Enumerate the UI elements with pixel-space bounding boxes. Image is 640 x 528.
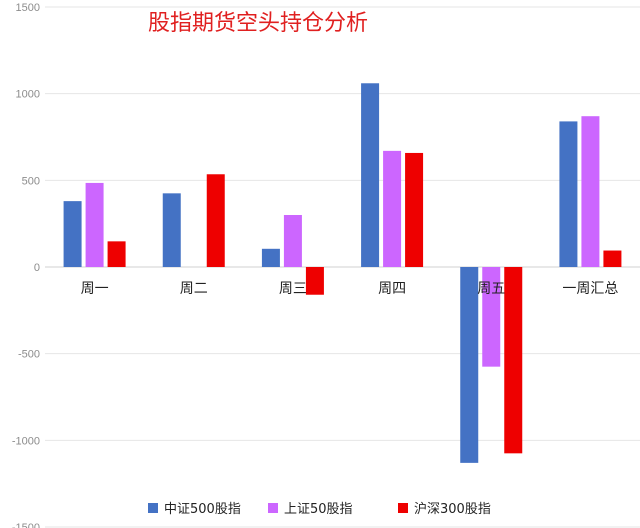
bar-3-5 xyxy=(504,267,523,454)
y-tick-label: 0 xyxy=(34,262,40,274)
bar-3-6 xyxy=(603,250,622,267)
bar-3-3 xyxy=(305,267,324,295)
category-label: 周五 xyxy=(477,281,505,297)
bars xyxy=(63,83,622,463)
bar-3-1 xyxy=(107,241,126,267)
bar-2-5 xyxy=(482,267,501,367)
category-label: 一周汇总 xyxy=(562,281,618,297)
category-label: 周二 xyxy=(180,281,208,297)
y-tick-label: 1500 xyxy=(16,2,40,14)
category-label: 周一 xyxy=(81,281,109,297)
bar-3-4 xyxy=(405,152,424,267)
bar-1-5 xyxy=(460,267,479,463)
legend-label: 沪深300股指 xyxy=(414,501,491,517)
category-label: 周四 xyxy=(378,281,406,297)
bar-1-6 xyxy=(559,121,578,268)
legend-swatch xyxy=(268,503,278,513)
bar-2-1 xyxy=(85,182,104,267)
legend-swatch xyxy=(148,503,158,513)
y-tick-label: 500 xyxy=(22,175,40,187)
bar-2-4 xyxy=(383,150,402,267)
legend-label: 中证500股指 xyxy=(164,502,241,517)
bar-1-1 xyxy=(63,201,82,267)
x-axis-categories: 周一 周二 周三 周四 周五 一周汇总 xyxy=(81,281,619,297)
bar-1-3 xyxy=(261,248,280,267)
y-tick-label: 1000 xyxy=(16,89,40,101)
category-label: 周三 xyxy=(279,281,307,297)
y-axis-ticks: 1500 1000 500 0 -500 -1000 -1500 xyxy=(12,2,40,528)
gridlines xyxy=(45,6,640,528)
legend: 中证500股指 上证50股指 沪深300股指 xyxy=(148,501,491,517)
chart-title: 股指期货空头持仓分析 xyxy=(148,11,368,36)
bar-3-2 xyxy=(206,174,225,267)
bar-2-3 xyxy=(283,215,302,267)
y-tick-label: -1000 xyxy=(12,435,40,447)
bar-1-2 xyxy=(162,193,181,267)
y-tick-label: -1500 xyxy=(12,522,40,528)
legend-label: 上证50股指 xyxy=(284,502,353,517)
bar-1-4 xyxy=(361,83,380,268)
legend-swatch xyxy=(398,503,408,513)
bar-2-6 xyxy=(581,116,600,267)
y-tick-label: -500 xyxy=(18,349,40,361)
